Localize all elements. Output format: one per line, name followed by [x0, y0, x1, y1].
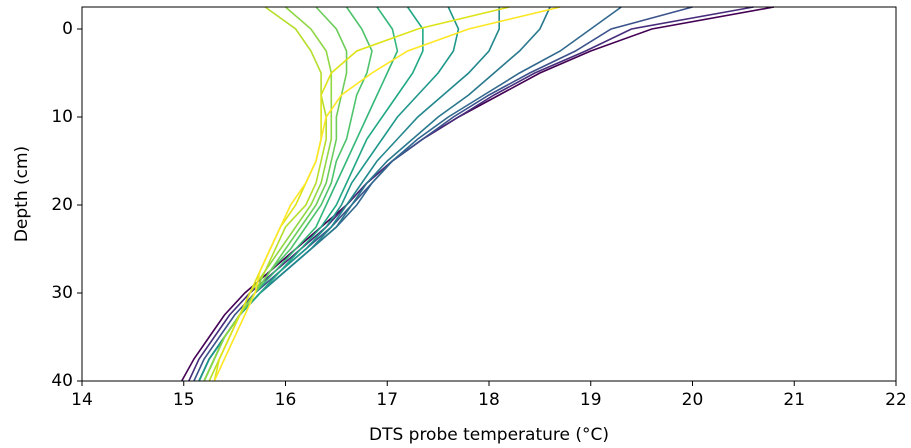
y-tick-label: 10 [51, 107, 73, 127]
y-tick-label: 30 [51, 283, 73, 303]
profile-line [208, 6, 327, 382]
x-tick-label: 16 [275, 390, 297, 410]
x-tick-label: 19 [580, 390, 602, 410]
y-tick-label: 40 [51, 371, 73, 391]
x-tick-label: 22 [885, 390, 907, 410]
profile-line [213, 6, 510, 382]
y-axis-label: Depth (cm) [12, 146, 32, 242]
x-tick-label: 14 [71, 390, 93, 410]
x-tick-label: 21 [783, 390, 805, 410]
x-axis-label: DTS probe temperature (°C) [369, 425, 609, 445]
x-tick-label: 15 [173, 390, 195, 410]
profile-line [203, 6, 348, 382]
plot-frame [81, 6, 897, 382]
profile-line [198, 6, 551, 382]
profile-line [188, 6, 754, 382]
x-tick-label: 18 [478, 390, 500, 410]
y-tick-label: 0 [62, 19, 73, 39]
x-tick-label: 20 [682, 390, 704, 410]
x-tick-label: 17 [376, 390, 398, 410]
profile-line [213, 6, 561, 382]
y-tick-label: 20 [51, 195, 73, 215]
profile-line [203, 6, 424, 382]
profile-line [193, 6, 693, 382]
profile-line [198, 7, 500, 382]
